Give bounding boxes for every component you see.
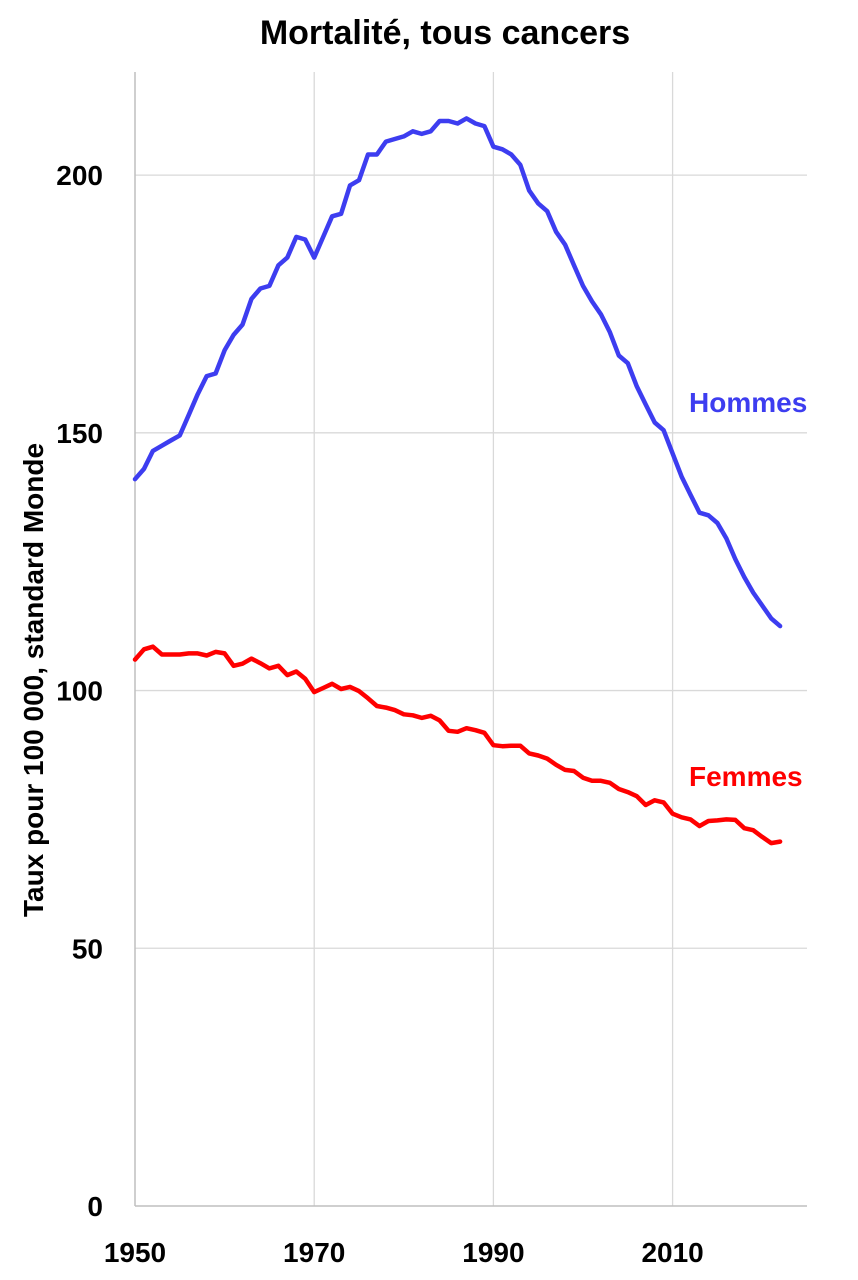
series-labels: Hommes Femmes <box>689 387 807 792</box>
series-label-hommes: Hommes <box>689 387 807 418</box>
y-tick-label: 150 <box>56 418 103 449</box>
y-axis-label: Taux pour 100 000, standard Monde <box>18 443 49 917</box>
series-label-femmes: Femmes <box>689 761 803 792</box>
series-lines <box>132 116 783 846</box>
gridlines <box>135 72 807 1206</box>
chart-title: Mortalité, tous cancers <box>260 14 630 52</box>
x-tick-label: 1990 <box>462 1237 524 1268</box>
series-line-femmes <box>132 644 783 846</box>
y-tick-label: 0 <box>87 1191 103 1222</box>
tick-labels: 0 50 100 150 200 1950 1970 1990 2010 <box>56 160 703 1268</box>
axes <box>134 72 807 1207</box>
x-tick-label: 1970 <box>283 1237 345 1268</box>
series-line-hommes <box>132 116 783 629</box>
x-tick-label: 2010 <box>641 1237 703 1268</box>
y-tick-label: 100 <box>56 676 103 707</box>
y-tick-label: 50 <box>72 933 103 964</box>
x-tick-label: 1950 <box>104 1237 166 1268</box>
y-tick-label: 200 <box>56 160 103 191</box>
